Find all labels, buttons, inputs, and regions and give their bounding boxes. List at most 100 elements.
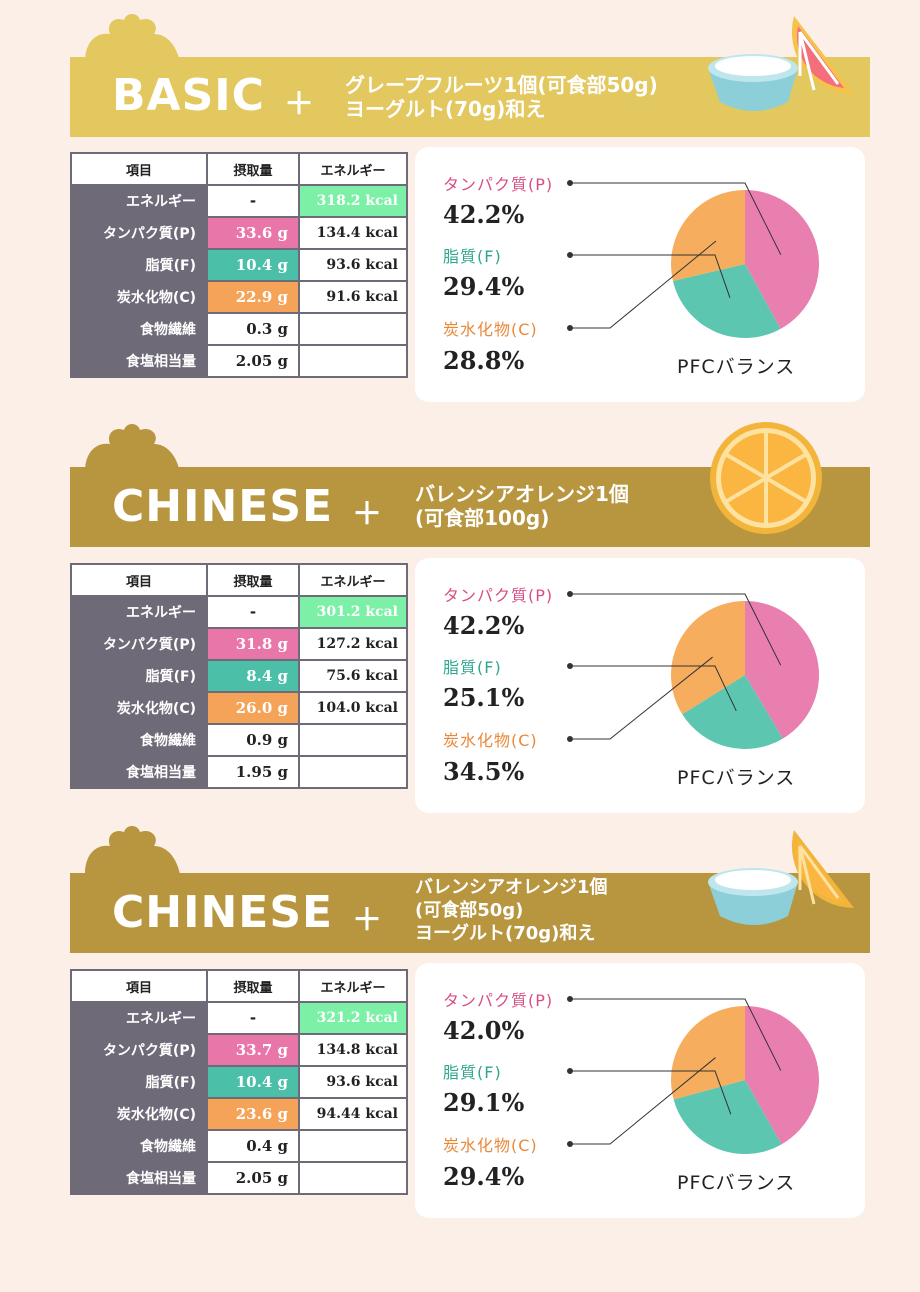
protein-label: タンパク質(P) bbox=[443, 175, 554, 194]
energy-cell bbox=[298, 1129, 408, 1163]
fat-percent: 25.1% bbox=[443, 683, 525, 712]
energy-cell bbox=[298, 344, 408, 378]
amount-cell: 33.7 g bbox=[206, 1033, 300, 1067]
chicken-icon bbox=[85, 424, 180, 472]
chicken-icon bbox=[85, 826, 180, 874]
leader-lines bbox=[567, 996, 782, 1147]
table-header-row: 項目 摂取量 エネルギー bbox=[70, 969, 408, 1003]
row-label: タンパク質(P) bbox=[70, 216, 208, 250]
fat-label: 脂質(F) bbox=[443, 247, 502, 266]
amount-cell: - bbox=[206, 184, 300, 218]
leader-dot bbox=[567, 663, 573, 669]
protein-percent: 42.2% bbox=[443, 200, 525, 229]
fat-leader-line bbox=[570, 1070, 732, 1115]
banner-title: CHINESE bbox=[112, 481, 334, 532]
energy-cell bbox=[298, 723, 408, 757]
table-row: タンパク質(P) 33.6 g 134.4 kcal bbox=[70, 216, 408, 250]
header-energy: エネルギー bbox=[298, 152, 408, 186]
row-label: 食物繊維 bbox=[70, 1129, 208, 1163]
pfc-chart bbox=[567, 591, 819, 749]
amount-cell: 0.3 g bbox=[206, 312, 300, 346]
carb-leader-line bbox=[570, 656, 713, 740]
fat-leader-line bbox=[570, 254, 731, 298]
row-label: 炭水化物(C) bbox=[70, 1097, 208, 1131]
table-row: タンパク質(P) 33.7 g 134.8 kcal bbox=[70, 1033, 408, 1067]
pfc-card: タンパク質(P) 42.2% 脂質(F) 29.4% 炭水化物(C) 28.8%… bbox=[415, 147, 865, 402]
carb-percent: 29.4% bbox=[443, 1162, 525, 1191]
table-row: タンパク質(P) 31.8 g 127.2 kcal bbox=[70, 627, 408, 661]
table-row: 炭水化物(C) 23.6 g 94.44 kcal bbox=[70, 1097, 408, 1131]
leader-dot bbox=[567, 996, 573, 1002]
fat-slice bbox=[673, 1080, 782, 1154]
banner-desc: バレンシアオレンジ1個 (可食部100g) bbox=[415, 482, 629, 530]
carb-label: 炭水化物(C) bbox=[443, 731, 538, 750]
fat-label: 脂質(F) bbox=[443, 1063, 502, 1082]
banner-desc-line: ヨーグルト(70g)和え bbox=[345, 97, 546, 121]
amount-cell: 8.4 g bbox=[206, 659, 300, 693]
protein-percent: 42.0% bbox=[443, 1016, 525, 1045]
row-label: 炭水化物(C) bbox=[70, 280, 208, 314]
header-item: 項目 bbox=[70, 969, 208, 1003]
banner-title: BASIC bbox=[112, 70, 265, 121]
carb-percent: 28.8% bbox=[443, 346, 525, 375]
protein-leader-line bbox=[570, 998, 782, 1071]
carb-label: 炭水化物(C) bbox=[443, 320, 538, 339]
pfc-chart bbox=[567, 180, 819, 338]
leader-dot bbox=[567, 736, 573, 742]
pie-chart bbox=[671, 1006, 819, 1154]
pfc-chart bbox=[567, 996, 819, 1154]
banner-desc-line: バレンシアオレンジ1個 bbox=[415, 877, 608, 898]
pfc-balance-label: PFCバランス bbox=[677, 356, 796, 378]
row-label: 食物繊維 bbox=[70, 312, 208, 346]
banner: CHINESE ＋ バレンシアオレンジ1個 (可食部100g) bbox=[70, 467, 870, 547]
table-row: 食塩相当量 1.95 g bbox=[70, 755, 408, 789]
row-label: タンパク質(P) bbox=[70, 1033, 208, 1067]
table-row: 食物繊維 0.3 g bbox=[70, 312, 408, 346]
leader-dot bbox=[567, 1068, 573, 1074]
nutrition-table: 項目 摂取量 エネルギー エネルギー - 318.2 kcal タンパク質(P)… bbox=[70, 152, 408, 378]
leader-dot bbox=[567, 325, 573, 331]
amount-cell: 23.6 g bbox=[206, 1097, 300, 1131]
row-label: 食塩相当量 bbox=[70, 1161, 208, 1195]
amount-cell: 10.4 g bbox=[206, 248, 300, 282]
row-label: 食塩相当量 bbox=[70, 755, 208, 789]
header-amount: 摂取量 bbox=[206, 563, 300, 597]
energy-cell: 134.4 kcal bbox=[298, 216, 408, 250]
yogurt-grapefruit-icon bbox=[708, 16, 854, 111]
amount-cell: 26.0 g bbox=[206, 691, 300, 725]
header-energy: エネルギー bbox=[298, 563, 408, 597]
protein-leader-line bbox=[570, 182, 782, 256]
banner-desc-line: (可食部50g) bbox=[415, 900, 524, 921]
amount-cell: 2.05 g bbox=[206, 1161, 300, 1195]
energy-cell: 301.2 kcal bbox=[298, 595, 408, 629]
banner-desc-line: バレンシアオレンジ1個 bbox=[415, 482, 629, 506]
row-label: タンパク質(P) bbox=[70, 627, 208, 661]
fat-percent: 29.1% bbox=[443, 1088, 525, 1117]
row-label: 脂質(F) bbox=[70, 659, 208, 693]
table-row: 食物繊維 0.9 g bbox=[70, 723, 408, 757]
energy-cell: 91.6 kcal bbox=[298, 280, 408, 314]
table-row: エネルギー - 318.2 kcal bbox=[70, 184, 408, 218]
table-row: 食塩相当量 2.05 g bbox=[70, 344, 408, 378]
carb-leader-line bbox=[570, 240, 717, 329]
energy-cell: 104.0 kcal bbox=[298, 691, 408, 725]
carb-percent: 34.5% bbox=[443, 757, 525, 786]
banner-desc-line: ヨーグルト(70g)和え bbox=[415, 923, 596, 944]
fat-slice bbox=[682, 675, 783, 749]
protein-label: タンパク質(P) bbox=[443, 991, 554, 1010]
amount-cell: 31.8 g bbox=[206, 627, 300, 661]
energy-cell: 94.44 kcal bbox=[298, 1097, 408, 1131]
banner-desc-line: グレープフルーツ1個(可食部50g) bbox=[345, 73, 658, 97]
banner-desc: グレープフルーツ1個(可食部50g) ヨーグルト(70g)和え bbox=[345, 73, 658, 121]
amount-cell: 0.9 g bbox=[206, 723, 300, 757]
energy-cell: 318.2 kcal bbox=[298, 184, 408, 218]
orange-slice-icon bbox=[710, 422, 822, 534]
table-row: 脂質(F) 10.4 g 93.6 kcal bbox=[70, 248, 408, 282]
fat-leader-line bbox=[570, 665, 737, 712]
header-amount: 摂取量 bbox=[206, 152, 300, 186]
energy-cell: 127.2 kcal bbox=[298, 627, 408, 661]
pfc-card: タンパク質(P) 42.0% 脂質(F) 29.1% 炭水化物(C) 29.4%… bbox=[415, 963, 865, 1218]
table-row: 炭水化物(C) 26.0 g 104.0 kcal bbox=[70, 691, 408, 725]
header-amount: 摂取量 bbox=[206, 969, 300, 1003]
row-label: 脂質(F) bbox=[70, 1065, 208, 1099]
